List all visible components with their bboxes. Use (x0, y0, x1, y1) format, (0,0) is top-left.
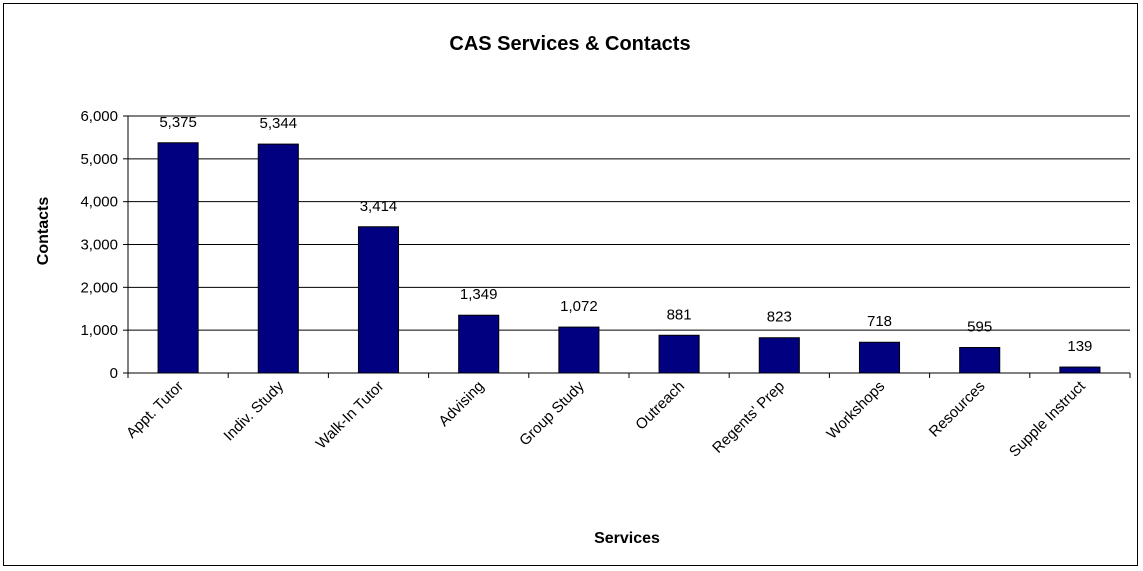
category-label: Advising (435, 378, 487, 430)
chart-frame: CAS Services & Contacts Contacts Service… (3, 3, 1138, 566)
bar (758, 337, 800, 374)
data-labels: 5,375 5,344 3,414 1,349 1,072 881 823 718 595 139 (159, 114, 1092, 355)
x-tick-labels: Appt. Tutor Indiv. Study Walk-In Tutor Advi… (123, 377, 1089, 460)
category-label: Resources (926, 378, 989, 441)
category-label: Regents' Prep (709, 378, 788, 457)
category-label: Indiv. Study (220, 377, 287, 444)
bar (558, 326, 600, 374)
x-axis-title: Services (594, 530, 660, 547)
category-label: Supple Instruct (1006, 377, 1089, 460)
y-tick-label: 5,000 (80, 151, 118, 168)
bar (257, 143, 299, 374)
y-tick-label: 6,000 (80, 108, 118, 125)
bars (157, 142, 1101, 374)
data-label: 881 (667, 306, 692, 323)
bar (458, 314, 500, 374)
y-tick-labels: 0 1,000 2,000 3,000 4,000 5,000 6,000 (80, 108, 118, 382)
category-label: Walk-In Tutor (313, 378, 388, 453)
bar (858, 341, 901, 374)
category-label: Outreach (632, 378, 688, 434)
data-label: 5,344 (260, 115, 298, 132)
bar-chart: CAS Services & Contacts Contacts Service… (35, 33, 1131, 547)
chart-title: CAS Services & Contacts (449, 33, 690, 55)
data-label: 595 (967, 319, 992, 336)
bar (959, 347, 1001, 374)
data-label: 1,072 (560, 298, 598, 315)
bar (658, 334, 700, 374)
data-label: 718 (867, 313, 892, 330)
y-tick-label: 4,000 (80, 194, 118, 211)
bar (357, 226, 400, 374)
data-label: 139 (1067, 338, 1092, 355)
bar (157, 142, 199, 374)
y-axis-title: Contacts (35, 197, 52, 266)
category-label: Workshops (823, 378, 888, 443)
y-tick-label: 0 (110, 365, 118, 382)
axes (123, 115, 1131, 378)
y-tick-label: 3,000 (80, 237, 118, 254)
category-label: Appt. Tutor (123, 378, 187, 442)
data-label: 1,349 (460, 286, 498, 303)
data-label: 3,414 (360, 198, 398, 215)
data-label: 823 (767, 309, 792, 326)
y-tick-label: 1,000 (80, 322, 118, 339)
bar (1059, 366, 1101, 374)
y-tick-label: 2,000 (80, 279, 118, 296)
data-label: 5,375 (159, 114, 197, 131)
category-label: Group Study (516, 377, 588, 449)
